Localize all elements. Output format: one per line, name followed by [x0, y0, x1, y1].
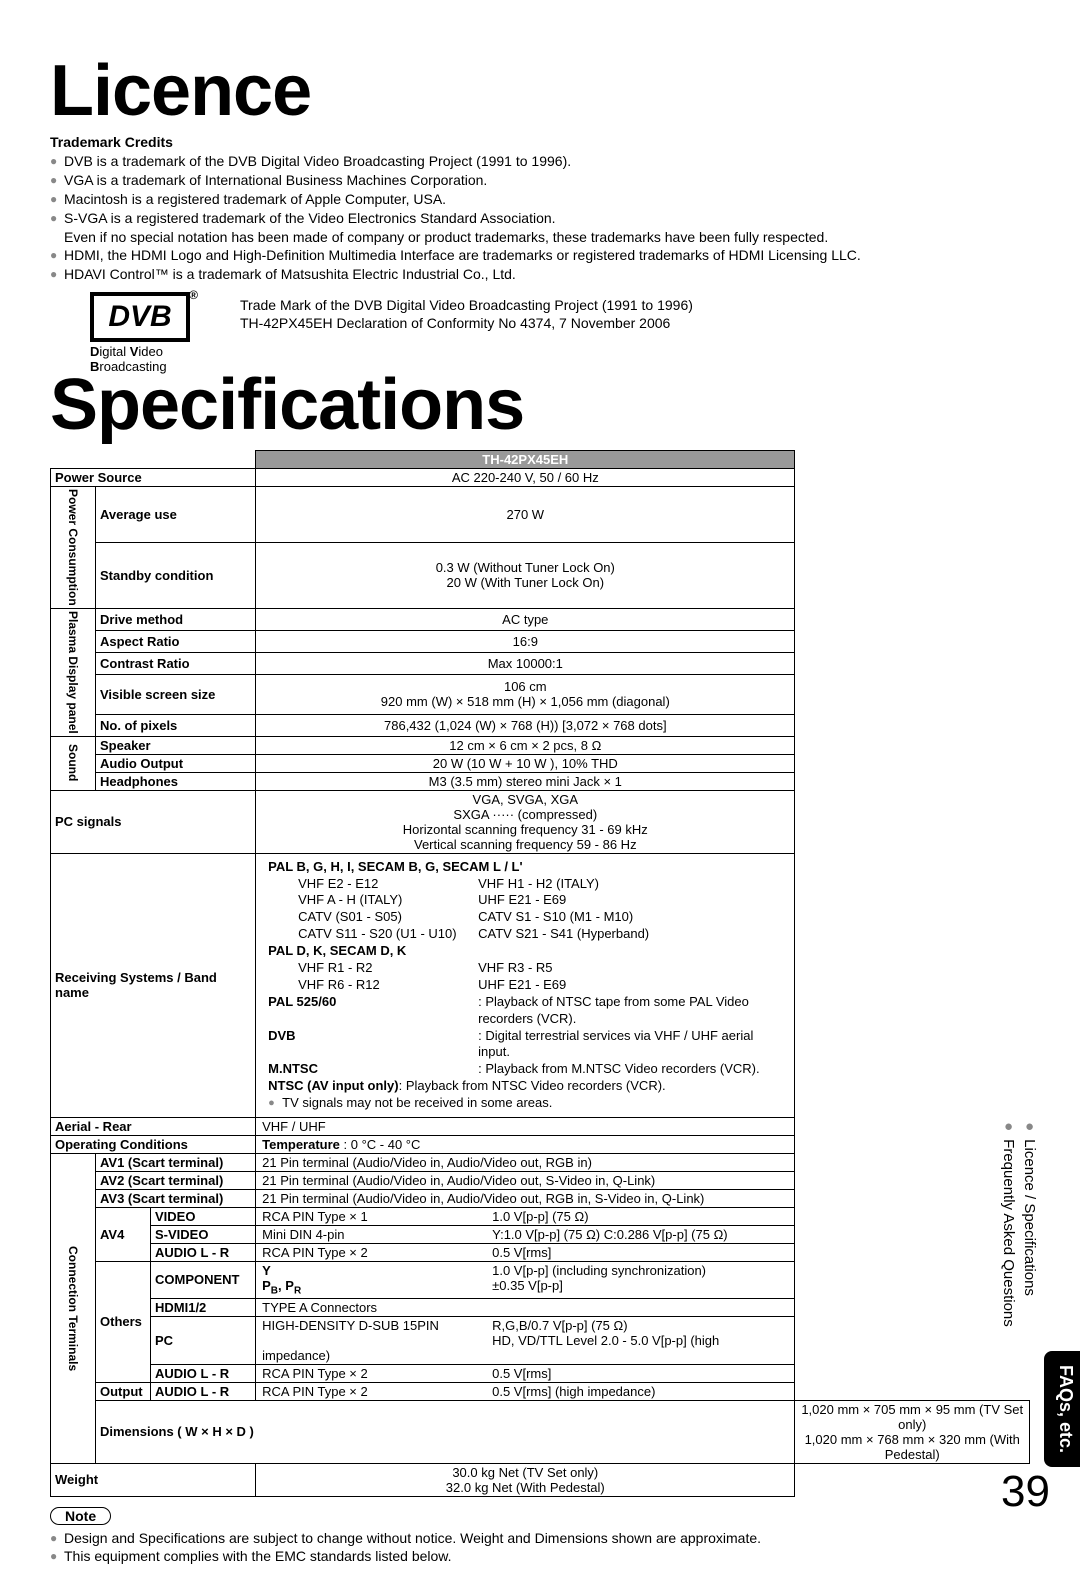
power-consumption-label: Power Consumption	[51, 487, 96, 609]
contrast-value: Max 10000:1	[256, 652, 795, 674]
headphones-label: Headphones	[96, 772, 256, 790]
av3-value: 21 Pin terminal (Audio/Video in, Audio/V…	[256, 1190, 795, 1208]
output-audio-label: AUDIO L - R	[151, 1382, 256, 1400]
contrast-label: Contrast Ratio	[96, 652, 256, 674]
trademark-item: S-VGA is a registered trademark of the V…	[50, 209, 1030, 247]
trademark-item: HDMI, the HDMI Logo and High-Definition …	[50, 246, 1030, 265]
dimensions-value: 1,020 mm × 705 mm × 95 mm (TV Set only)1…	[795, 1400, 1030, 1463]
aerial-value: VHF / UHF	[256, 1118, 795, 1136]
speaker-label: Speaker	[96, 736, 256, 754]
specifications-title: Specifications	[50, 364, 1030, 446]
side-tab: FAQs, etc.	[1044, 1351, 1080, 1467]
dvb-desc-line: TH-42PX45EH Declaration of Conformity No…	[240, 314, 693, 332]
connection-terminals-label: Connection Terminals	[51, 1154, 96, 1464]
registered-icon: ®	[189, 288, 198, 302]
model-header: TH-42PX45EH	[256, 451, 795, 469]
dvb-desc-line: Trade Mark of the DVB Digital Video Broa…	[240, 296, 693, 314]
output-label: Output	[96, 1382, 151, 1400]
output-audio-value: RCA PIN Type × 20.5 V[rms] (high impedan…	[256, 1382, 795, 1400]
dvb-logo-text: DVB	[108, 300, 171, 334]
weight-label: Weight	[51, 1463, 256, 1496]
pc-value: HIGH-DENSITY D-SUB 15PINR,G,B/0.7 V[p-p]…	[256, 1316, 795, 1364]
aspect-label: Aspect Ratio	[96, 630, 256, 652]
trademark-item: DVB is a trademark of the DVB Digital Vi…	[50, 152, 1030, 171]
note-item: Design and Specifications are subject to…	[50, 1529, 1030, 1548]
plasma-label: Plasma Display panel	[51, 608, 96, 736]
dvb-logo: DVB® Digital VideoBroadcasting	[90, 292, 220, 374]
note-heading: Note	[50, 1507, 111, 1525]
others-audio-label: AUDIO L - R	[151, 1364, 256, 1382]
dvb-block: DVB® Digital VideoBroadcasting Trade Mar…	[90, 292, 1030, 374]
aspect-value: 16:9	[256, 630, 795, 652]
hdmi-value: TYPE A Connectors	[256, 1298, 795, 1316]
speaker-value: 12 cm × 6 cm × 2 pcs, 8 Ω	[256, 736, 795, 754]
headphones-value: M3 (3.5 mm) stereo mini Jack × 1	[256, 772, 795, 790]
page-number: 39	[1001, 1467, 1050, 1517]
av4-video-value: RCA PIN Type × 11.0 V[p-p] (75 Ω)	[256, 1208, 795, 1226]
trademark-item: HDAVI Control™ is a trademark of Matsush…	[50, 265, 1030, 284]
av4-video-label: VIDEO	[151, 1208, 256, 1226]
audio-output-value: 20 W (10 W + 10 W ), 10% THD	[256, 754, 795, 772]
operating-label: Operating Conditions	[51, 1136, 256, 1154]
av4-label: AV4	[96, 1208, 151, 1262]
av4-svideo-label: S-VIDEO	[151, 1226, 256, 1244]
pc-signals-label: PC signals	[51, 790, 256, 853]
power-source-label: Power Source	[51, 469, 256, 487]
others-audio-value: RCA PIN Type × 20.5 V[rms]	[256, 1364, 795, 1382]
power-source-value: AC 220-240 V, 50 / 60 Hz	[256, 469, 795, 487]
visible-label: Visible screen size	[96, 674, 256, 714]
trademark-heading: Trademark Credits	[50, 134, 1030, 150]
dimensions-label: Dimensions ( W × H × D )	[96, 1400, 795, 1463]
receiving-systems-label: Receiving Systems / Band name	[51, 853, 256, 1117]
drive-method-label: Drive method	[96, 608, 256, 630]
pc-label: PC	[151, 1316, 256, 1364]
audio-output-label: Audio Output	[96, 754, 256, 772]
av4-audio-label: AUDIO L - R	[151, 1244, 256, 1262]
hdmi-label: HDMI1/2	[151, 1298, 256, 1316]
standby-label: Standby condition	[96, 543, 256, 609]
average-use-label: Average use	[96, 487, 256, 543]
licence-title: Licence	[50, 50, 1030, 132]
av2-value: 21 Pin terminal (Audio/Video in, Audio/V…	[256, 1172, 795, 1190]
sound-label: Sound	[51, 736, 96, 790]
trademark-item: VGA is a trademark of International Busi…	[50, 171, 1030, 190]
visible-value: 106 cm920 mm (W) × 518 mm (H) × 1,056 mm…	[256, 674, 795, 714]
receiving-systems-value: PAL B, G, H, I, SECAM B, G, SECAM L / L'…	[256, 853, 795, 1117]
av4-audio-value: RCA PIN Type × 20.5 V[rms]	[256, 1244, 795, 1262]
pc-signals-value: VGA, SVGA, XGA SXGA ····· (compressed) H…	[256, 790, 795, 853]
av2-label: AV2 (Scart terminal)	[96, 1172, 256, 1190]
trademark-list: DVB is a trademark of the DVB Digital Vi…	[50, 152, 1030, 284]
note-item: This equipment complies with the EMC sta…	[50, 1547, 1030, 1570]
note-section: Note Design and Specifications are subje…	[50, 1507, 1030, 1570]
spec-table: TH-42PX45EH Power Source AC 220-240 V, 5…	[50, 450, 1030, 1496]
av1-label: AV1 (Scart terminal)	[96, 1154, 256, 1172]
aerial-label: Aerial - Rear	[51, 1118, 256, 1136]
others-label: Others	[96, 1262, 151, 1383]
av3-label: AV3 (Scart terminal)	[96, 1190, 256, 1208]
av4-svideo-value: Mini DIN 4-pinY:1.0 V[p-p] (75 Ω) C:0.28…	[256, 1226, 795, 1244]
standby-value: 0.3 W (Without Tuner Lock On)20 W (With …	[256, 543, 795, 609]
side-section-labels: Licence / Specifications Frequently Aske…	[998, 1118, 1040, 1327]
average-use-value: 270 W	[256, 487, 795, 543]
component-label: COMPONENT	[151, 1262, 256, 1299]
component-value: Y1.0 V[p-p] (including synchronization) …	[256, 1262, 795, 1299]
trademark-item: Macintosh is a registered trademark of A…	[50, 190, 1030, 209]
drive-method-value: AC type	[256, 608, 795, 630]
pixels-value: 786,432 (1,024 (W) × 768 (H)) [3,072 × 7…	[256, 714, 795, 736]
av1-value: 21 Pin terminal (Audio/Video in, Audio/V…	[256, 1154, 795, 1172]
weight-value: 30.0 kg Net (TV Set only)32.0 kg Net (Wi…	[256, 1463, 795, 1496]
operating-value: Temperature : 0 °C - 40 °C	[256, 1136, 795, 1154]
pixels-label: No. of pixels	[96, 714, 256, 736]
